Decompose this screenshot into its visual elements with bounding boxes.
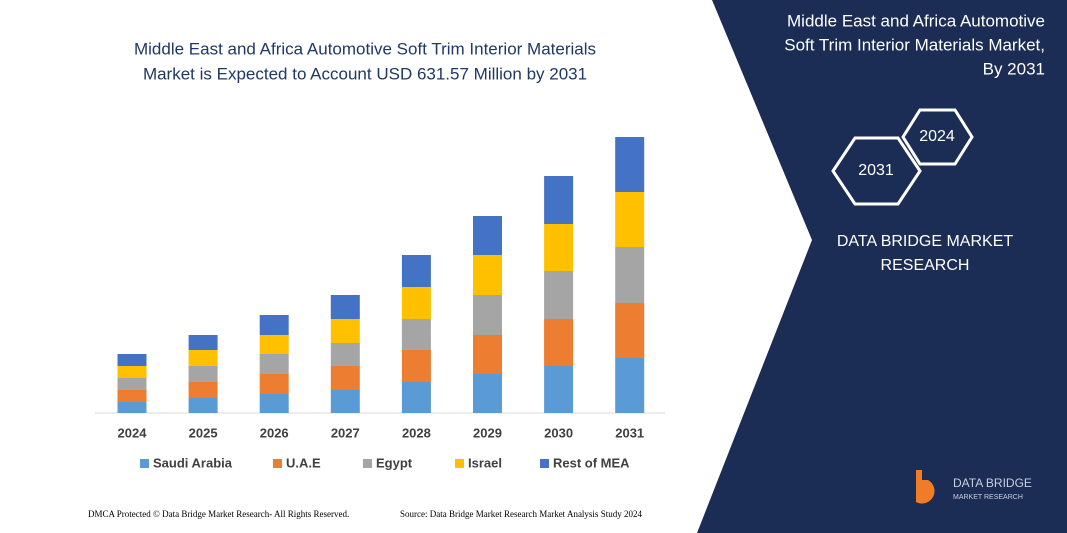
x-tick-label: 2029 bbox=[473, 425, 502, 440]
bar-segment bbox=[544, 319, 574, 366]
footer-source: Source: Data Bridge Market Research Mark… bbox=[400, 509, 642, 519]
bar-segment bbox=[401, 350, 431, 382]
legend-label: U.A.E bbox=[286, 455, 321, 470]
x-tick-label: 2025 bbox=[189, 425, 218, 440]
bar-segment bbox=[401, 319, 431, 350]
bar-segment bbox=[473, 374, 502, 413]
bar-segment bbox=[188, 335, 218, 350]
legend-swatch bbox=[363, 459, 372, 468]
x-tick-label: 2024 bbox=[118, 425, 148, 440]
logo-text: MARKET RESEARCH bbox=[953, 494, 1023, 501]
hexagon-label: 2031 bbox=[858, 162, 894, 179]
side-panel bbox=[697, 0, 1067, 533]
bar-segment bbox=[188, 366, 218, 382]
bar-segment bbox=[117, 378, 147, 390]
bar-segment bbox=[544, 176, 574, 224]
panel-title: Middle East and Africa Automotive bbox=[787, 11, 1045, 30]
bar-segment bbox=[544, 271, 574, 319]
bar-segment bbox=[117, 354, 147, 366]
legend-swatch bbox=[140, 459, 149, 468]
legend-swatch bbox=[455, 459, 464, 468]
bar-segment bbox=[473, 216, 502, 255]
x-tick-label: 2026 bbox=[260, 425, 289, 440]
legend-swatch bbox=[540, 459, 549, 468]
bar-segment bbox=[259, 335, 289, 354]
x-tick-label: 2027 bbox=[331, 425, 360, 440]
hexagon bbox=[831, 136, 922, 206]
brand-text: RESEARCH bbox=[881, 257, 970, 274]
bar-segment bbox=[188, 350, 218, 366]
chart-title: Market is Expected to Account USD 631.57… bbox=[143, 64, 587, 83]
hexagon-label: 2024 bbox=[919, 128, 955, 145]
bar-segment bbox=[117, 366, 147, 378]
bar-segment bbox=[330, 366, 360, 390]
bar-segment bbox=[330, 343, 360, 366]
bar-segment bbox=[259, 394, 289, 413]
bar-segment bbox=[330, 390, 360, 413]
legend-label: Israel bbox=[468, 455, 502, 470]
bar-segment bbox=[259, 354, 289, 374]
bar-segment bbox=[401, 382, 431, 413]
bar-segment bbox=[615, 303, 645, 358]
bar-segment bbox=[473, 255, 502, 295]
bar-segment bbox=[188, 382, 218, 398]
bar-segment bbox=[615, 192, 645, 247]
logo-icon bbox=[916, 470, 935, 504]
bar-segment bbox=[544, 224, 574, 271]
hexagon bbox=[901, 108, 974, 166]
legend-label: Rest of MEA bbox=[553, 455, 630, 470]
legend-label: Egypt bbox=[376, 455, 413, 470]
x-tick-label: 2031 bbox=[615, 425, 644, 440]
panel-title: By 2031 bbox=[983, 59, 1045, 78]
bar-segment bbox=[401, 287, 431, 319]
bar-segment bbox=[401, 255, 431, 287]
bar-segment bbox=[615, 137, 645, 192]
brand-text: DATA BRIDGE MARKET bbox=[837, 233, 1014, 250]
bar-segment bbox=[188, 398, 218, 413]
chart-title: Middle East and Africa Automotive Soft T… bbox=[134, 39, 596, 58]
x-tick-label: 2030 bbox=[544, 425, 573, 440]
bar-segment bbox=[615, 247, 645, 303]
bar-segment bbox=[330, 319, 360, 343]
panel-title: Soft Trim Interior Materials Market, bbox=[784, 35, 1045, 54]
bar-segment bbox=[117, 390, 147, 402]
bar-segment bbox=[330, 295, 360, 319]
bar-segment bbox=[473, 335, 502, 374]
legend-swatch bbox=[273, 459, 282, 468]
footer-dmca: DMCA Protected © Data Bridge Market Rese… bbox=[88, 509, 349, 519]
bar-segment bbox=[473, 295, 502, 335]
bar-segment bbox=[259, 374, 289, 394]
legend-label: Saudi Arabia bbox=[153, 455, 233, 470]
bar-segment bbox=[259, 315, 289, 335]
bar-segment bbox=[117, 402, 147, 413]
x-tick-label: 2028 bbox=[402, 425, 431, 440]
bar-segment bbox=[615, 358, 645, 413]
logo-text: DATA BRIDGE bbox=[953, 476, 1032, 490]
bar-segment bbox=[544, 366, 574, 413]
